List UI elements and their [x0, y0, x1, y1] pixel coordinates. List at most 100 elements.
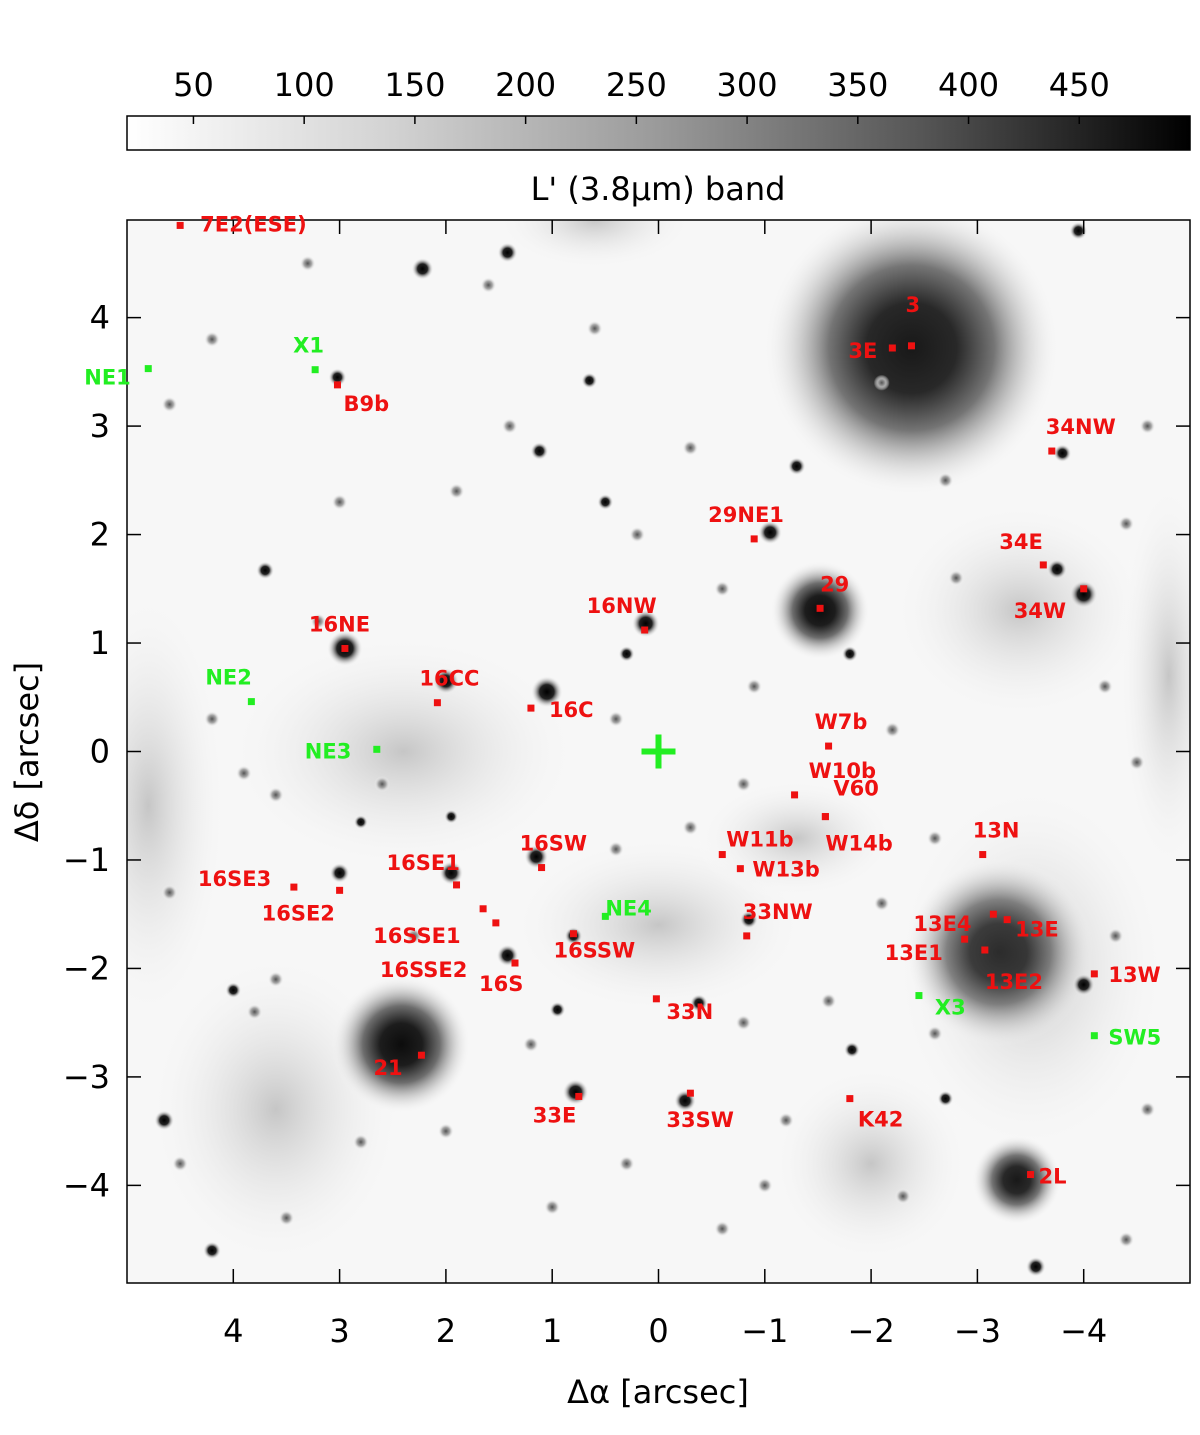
x-tick-label: −1 [741, 1312, 788, 1350]
colorbar-tick-label: 250 [606, 66, 667, 104]
source-marker [601, 912, 609, 920]
source-marker [1003, 916, 1011, 924]
faint-star [522, 1036, 539, 1053]
star [444, 809, 459, 824]
faint-star [1118, 515, 1135, 532]
x-tick-label: −4 [1060, 1312, 1107, 1350]
source-marker [569, 930, 577, 938]
faint-star [352, 1133, 369, 1150]
faint-star [746, 678, 763, 695]
star [439, 860, 464, 885]
faint-star [1139, 1101, 1156, 1118]
source-label: 16SE3 [198, 867, 271, 891]
source-label: 33NW [743, 900, 813, 924]
source-label: NE3 [305, 739, 352, 763]
source-label: W13b [752, 858, 819, 882]
star [1069, 580, 1098, 609]
faint-star [161, 884, 178, 901]
star [739, 910, 758, 929]
source-label: 13N [973, 819, 1020, 843]
source-marker [981, 946, 989, 954]
colorbar-tick-label: 50 [173, 66, 214, 104]
nebula-emission [488, 220, 701, 273]
faint-star [310, 613, 327, 630]
source-marker [247, 698, 255, 706]
y-tick-label: −4 [63, 1166, 110, 1204]
star [328, 368, 347, 387]
y-tick-label: 3 [90, 407, 110, 445]
star [432, 667, 459, 694]
x-tick-label: 1 [542, 1312, 562, 1350]
source-label: 16SW [520, 832, 588, 856]
y-tick-label: −1 [63, 841, 110, 879]
source-label: 3 [905, 293, 920, 317]
colorbar-tick-label: 200 [495, 66, 556, 104]
source-label: 2L [1039, 1165, 1067, 1189]
faint-star [682, 439, 699, 456]
source-marker [736, 865, 744, 873]
colorbar: 50 100 150 200 250 300 350 400 450 L' (3.8μm) ba… [126, 66, 1191, 208]
faint-star [374, 776, 391, 793]
source-label: 16S [479, 972, 523, 996]
faint-star [682, 819, 699, 836]
star [1069, 221, 1088, 240]
nebula-emission [882, 493, 1158, 728]
source-label: 3E [848, 339, 877, 363]
source-label: 13E [1015, 918, 1059, 942]
nebula-emission [765, 1057, 978, 1270]
faint-star [204, 331, 221, 348]
source-marker [538, 864, 546, 872]
y-tick-label: 1 [90, 624, 110, 662]
source-label: 13E1 [885, 941, 943, 965]
faint-star [926, 1025, 943, 1042]
source-label: 16NE [309, 612, 370, 636]
faint-star [586, 320, 603, 337]
source-halo [903, 857, 1094, 1048]
source-label: 13E4 [913, 912, 971, 936]
faint-star [926, 830, 943, 847]
source-markers [144, 221, 1098, 1179]
faint-star [204, 710, 221, 727]
star [841, 645, 858, 662]
star [1072, 973, 1095, 996]
source-marker [821, 813, 829, 821]
source-label: K42 [858, 1108, 904, 1132]
source-marker [336, 886, 344, 894]
faint-star [894, 1188, 911, 1205]
source-marker [816, 604, 824, 612]
star [689, 994, 708, 1013]
source-label: X1 [293, 334, 324, 358]
source-label: 29 [820, 572, 849, 596]
faint-star [884, 721, 901, 738]
source-marker [1090, 1032, 1098, 1040]
star [787, 457, 806, 476]
star [758, 520, 783, 545]
source-marker [333, 381, 341, 389]
source-label: 29NE1 [708, 503, 784, 527]
y-tick-label: 4 [90, 299, 110, 337]
star [937, 1090, 954, 1107]
y-tick-label: −2 [63, 949, 110, 987]
star [843, 1041, 860, 1058]
source-label: 7E2(ESE) [200, 212, 307, 236]
star [618, 645, 635, 662]
source-labels: 7E2(ESE)33EX1NE1B9b34NW29NE134E2934W16NW… [84, 212, 1161, 1188]
source-label: 16SSE1 [373, 924, 461, 948]
source-marker [176, 221, 184, 229]
star [1047, 559, 1068, 580]
star [154, 1110, 175, 1131]
source-marker [1080, 585, 1088, 593]
source-marker [825, 742, 833, 750]
star [1025, 1256, 1046, 1277]
star [549, 1001, 566, 1018]
faint-star [618, 1155, 635, 1172]
colorbar-gradient [126, 115, 1191, 151]
colorbar-tick-label: 300 [717, 66, 778, 104]
faint-star [937, 472, 954, 489]
source-marker [846, 1095, 854, 1103]
star [597, 494, 614, 511]
star [329, 862, 350, 883]
faint-star [607, 710, 624, 727]
faint-star [246, 1003, 263, 1020]
